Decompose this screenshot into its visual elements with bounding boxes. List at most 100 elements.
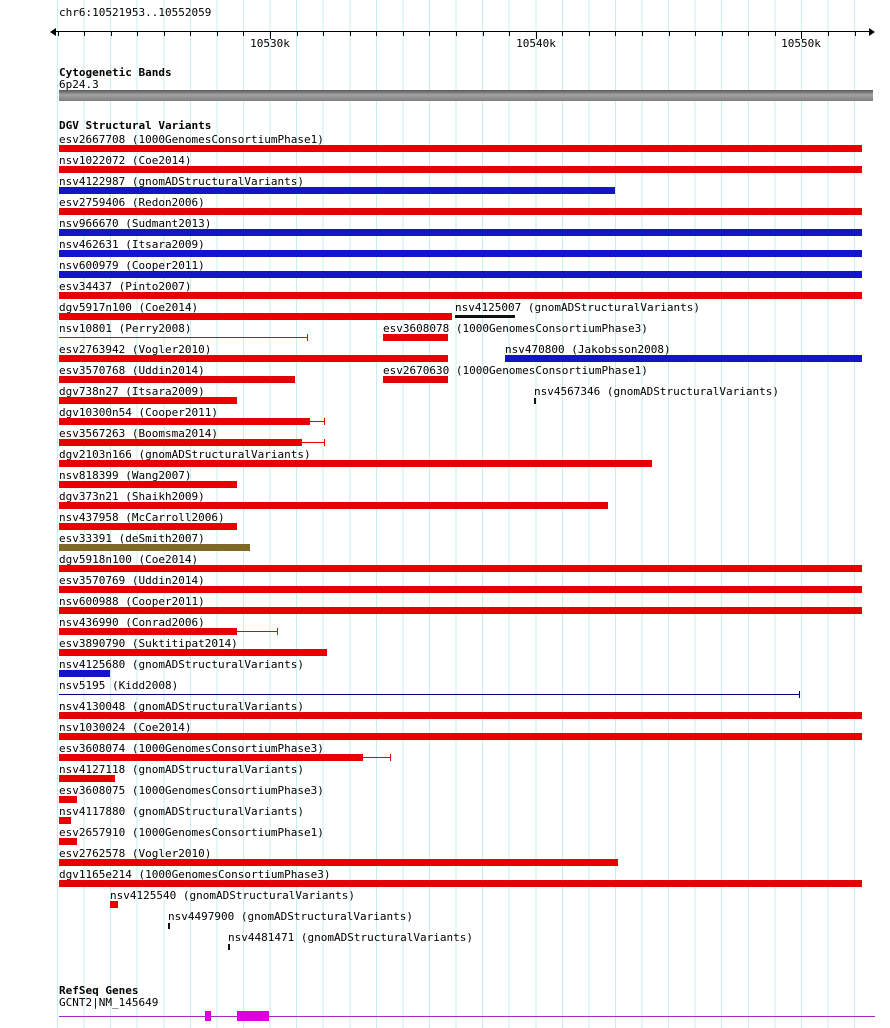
variant-label[interactable]: esv3608075 (1000GenomesConsortiumPhase3)	[59, 784, 324, 797]
variant-bar[interactable]	[59, 712, 862, 719]
variant-label[interactable]: nsv436990 (Conrad2006)	[59, 616, 205, 629]
variant-label[interactable]: esv3567263 (Boomsma2014)	[59, 427, 218, 440]
variant-label[interactable]: nsv4125007 (gnomADStructuralVariants)	[455, 301, 701, 314]
variant-bar[interactable]	[383, 376, 448, 383]
variant-bar[interactable]	[59, 145, 862, 152]
variant-bar[interactable]	[59, 418, 310, 425]
gene-exon[interactable]	[237, 1011, 269, 1021]
variant-label[interactable]: esv2667708 (1000GenomesConsortiumPhase1)	[59, 133, 324, 146]
variant-range-line[interactable]	[59, 337, 307, 338]
variant-bar[interactable]	[505, 355, 862, 362]
variant-bar[interactable]	[59, 460, 652, 467]
variant-range-endtick[interactable]	[324, 418, 325, 425]
variant-bar[interactable]	[59, 523, 237, 530]
variant-bar[interactable]	[59, 313, 452, 320]
variant-bar[interactable]	[59, 817, 71, 824]
variant-label[interactable]: nsv600988 (Cooper2011)	[59, 595, 205, 608]
variant-label[interactable]: dgv5917n100 (Coe2014)	[59, 301, 199, 314]
variant-label[interactable]: esv33391 (deSmith2007)	[59, 532, 205, 545]
variant-bar[interactable]	[59, 838, 77, 845]
variant-label[interactable]: dgv5918n100 (Coe2014)	[59, 553, 199, 566]
variant-label[interactable]: esv2657910 (1000GenomesConsortiumPhase1)	[59, 826, 324, 839]
variant-label[interactable]: esv3890790 (Suktitipat2014)	[59, 637, 238, 650]
variant-range-endtick[interactable]	[799, 691, 800, 698]
variant-bar[interactable]	[59, 775, 115, 782]
variant-label[interactable]: dgv738n27 (Itsara2009)	[59, 385, 205, 398]
variant-bar[interactable]	[59, 355, 448, 362]
variant-label[interactable]: nsv818399 (Wang2007)	[59, 469, 192, 482]
variant-label[interactable]: nsv966670 (Sudmant2013)	[59, 217, 212, 230]
variant-label[interactable]: nsv4481471 (gnomADStructuralVariants)	[228, 931, 474, 944]
variant-bar[interactable]	[59, 880, 862, 887]
variant-bar[interactable]	[59, 544, 250, 551]
variant-bar[interactable]	[59, 649, 327, 656]
variant-label[interactable]: nsv1022072 (Coe2014)	[59, 154, 192, 167]
variant-label[interactable]: dgv10300n54 (Cooper2011)	[59, 406, 218, 419]
variant-label[interactable]: nsv4497900 (gnomADStructuralVariants)	[168, 910, 414, 923]
variant-range-endtick[interactable]	[324, 439, 325, 446]
variant-bar[interactable]	[59, 271, 862, 278]
variant-label[interactable]: nsv437958 (McCarroll2006)	[59, 511, 225, 524]
variant-label[interactable]: nsv1030024 (Coe2014)	[59, 721, 192, 734]
variant-label[interactable]: esv3570768 (Uddin2014)	[59, 364, 205, 377]
variant-range-endtick[interactable]	[390, 754, 391, 761]
variant-tick[interactable]	[228, 944, 230, 950]
variant-label[interactable]: esv2763942 (Vogler2010)	[59, 343, 212, 356]
variant-label[interactable]: nsv4122987 (gnomADStructuralVariants)	[59, 175, 305, 188]
variant-tick[interactable]	[534, 398, 536, 404]
variant-label[interactable]: nsv4130048 (gnomADStructuralVariants)	[59, 700, 305, 713]
variant-label[interactable]: nsv5195 (Kidd2008)	[59, 679, 179, 692]
variant-bar[interactable]	[59, 586, 862, 593]
gene-exon[interactable]	[205, 1011, 211, 1021]
variant-bar[interactable]	[455, 315, 515, 318]
variant-bar[interactable]	[383, 334, 448, 341]
variant-bar[interactable]	[59, 250, 862, 257]
variant-bar[interactable]	[59, 397, 237, 404]
gene-glyph[interactable]	[0, 1006, 890, 1028]
cytoband-bar[interactable]	[59, 90, 873, 101]
variant-label[interactable]: nsv600979 (Cooper2011)	[59, 259, 205, 272]
variant-bar[interactable]	[59, 754, 363, 761]
variant-range-endtick[interactable]	[277, 628, 278, 635]
variant-label[interactable]: dgv1165e214 (1000GenomesConsortiumPhase3…	[59, 868, 331, 881]
variant-bar[interactable]	[59, 565, 862, 572]
variant-range-endtick[interactable]	[307, 334, 308, 341]
variant-range-line[interactable]	[59, 694, 799, 695]
gene-intron-line[interactable]	[59, 1016, 875, 1017]
variant-label[interactable]: esv2762578 (Vogler2010)	[59, 847, 212, 860]
variant-bar[interactable]	[59, 796, 77, 803]
variant-label[interactable]: esv3608078 (1000GenomesConsortiumPhase3)	[383, 322, 648, 335]
variant-range-line[interactable]	[302, 442, 324, 443]
variant-label[interactable]: nsv4125540 (gnomADStructuralVariants)	[110, 889, 356, 902]
variant-bar[interactable]	[59, 187, 615, 194]
variant-label[interactable]: esv3608074 (1000GenomesConsortiumPhase3)	[59, 742, 324, 755]
variant-label[interactable]: dgv373n21 (Shaikh2009)	[59, 490, 205, 503]
variant-bar[interactable]	[59, 439, 302, 446]
variant-range-line[interactable]	[363, 757, 390, 758]
variant-bar[interactable]	[59, 733, 862, 740]
variant-label[interactable]: nsv4567346 (gnomADStructuralVariants)	[534, 385, 780, 398]
variant-label[interactable]: nsv4127118 (gnomADStructuralVariants)	[59, 763, 305, 776]
variant-label[interactable]: esv2759406 (Redon2006)	[59, 196, 205, 209]
variant-range-line[interactable]	[310, 421, 324, 422]
variant-label[interactable]: nsv462631 (Itsara2009)	[59, 238, 205, 251]
variant-label[interactable]: dgv2103n166 (gnomADStructuralVariants)	[59, 448, 311, 461]
variant-bar[interactable]	[59, 502, 608, 509]
variant-label[interactable]: esv2670630 (1000GenomesConsortiumPhase1)	[383, 364, 648, 377]
variant-label[interactable]: nsv4117880 (gnomADStructuralVariants)	[59, 805, 305, 818]
variant-bar[interactable]	[59, 376, 295, 383]
variant-bar[interactable]	[59, 292, 862, 299]
variant-range-line[interactable]	[237, 631, 277, 632]
variant-bar[interactable]	[59, 670, 110, 677]
variant-tick[interactable]	[168, 923, 170, 929]
variant-label[interactable]: esv34437 (Pinto2007)	[59, 280, 192, 293]
variant-bar[interactable]	[59, 859, 618, 866]
variant-bar[interactable]	[59, 607, 862, 614]
variant-label[interactable]: esv3570769 (Uddin2014)	[59, 574, 205, 587]
variant-bar[interactable]	[59, 628, 237, 635]
variant-label[interactable]: nsv10801 (Perry2008)	[59, 322, 192, 335]
variant-label[interactable]: nsv4125680 (gnomADStructuralVariants)	[59, 658, 305, 671]
gene-name-label[interactable]: GCNT2|NM_145649	[59, 996, 159, 1009]
variant-bar[interactable]	[59, 208, 862, 215]
variant-bar[interactable]	[59, 229, 862, 236]
